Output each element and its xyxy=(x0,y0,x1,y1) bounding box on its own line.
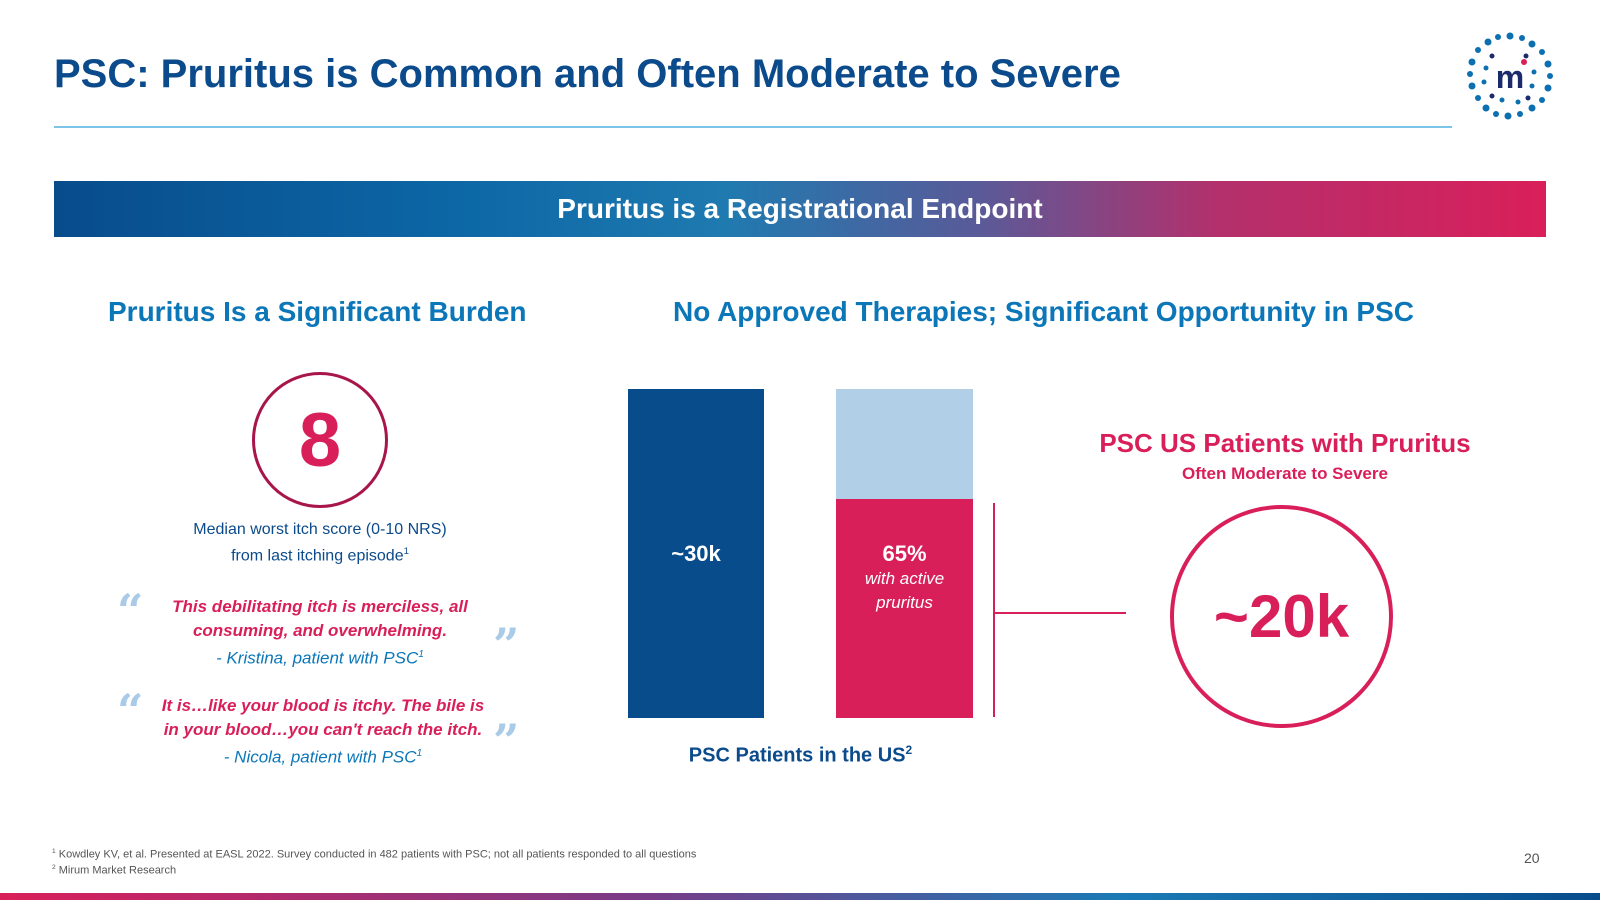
company-logo: m xyxy=(1462,28,1558,124)
bracket-line xyxy=(993,503,995,717)
caption-line-1: Median worst itch score (0-10 NRS) xyxy=(193,521,447,538)
itch-score-circle: 8 xyxy=(252,372,388,508)
page-title: PSC: Pruritus is Common and Often Modera… xyxy=(54,52,1121,96)
banner-text: Pruritus is a Registrational Endpoint xyxy=(557,193,1043,224)
itch-score-caption: Median worst itch score (0-10 NRS) from … xyxy=(170,519,470,567)
pruritus-segment: 65% with active pruritus xyxy=(836,499,973,718)
pruritus-sub-line-2: pruritus xyxy=(876,593,933,612)
left-double-quote-icon: “ xyxy=(117,684,144,738)
quote-kristina: This debilitating itch is merciless, all… xyxy=(150,595,490,671)
pruritus-percent-label: 65% xyxy=(882,541,927,566)
footnote-1: 1 Kowdley KV, et al. Presented at EASL 2… xyxy=(52,848,697,861)
opportunity-heading: No Approved Therapies; Significant Oppor… xyxy=(673,296,1415,327)
bottom-accent-bar xyxy=(0,893,1600,900)
total-patients-bar: ~30k xyxy=(628,389,764,718)
right-double-quote-icon: ” xyxy=(493,618,520,672)
quote-nicola: It is…like your blood is itchy. The bile… xyxy=(148,694,498,770)
burden-heading: Pruritus Is a Significant Burden xyxy=(108,296,527,327)
footnote-2: 2 Mirum Market Research xyxy=(52,864,177,877)
pruritus-patients-circle: ~20k xyxy=(1170,505,1393,728)
total-patients-label: ~30k xyxy=(671,541,721,566)
registrational-endpoint-banner: Pruritus is a Registrational Endpoint xyxy=(54,181,1546,237)
quote-line-1: This debilitating itch is merciless, all xyxy=(172,597,468,616)
left-double-quote-icon: “ xyxy=(117,584,144,638)
non-pruritus-segment xyxy=(836,389,973,499)
itch-score-value: 8 xyxy=(298,397,342,483)
quote-author: - Nicola, patient with PSC1 xyxy=(223,747,423,767)
connector-line xyxy=(995,612,1126,614)
title-divider xyxy=(54,126,1452,128)
page-number: 20 xyxy=(1524,850,1540,866)
right-double-quote-icon: ” xyxy=(493,714,520,768)
quote-line-2: in your blood…you can't reach the itch. xyxy=(163,720,483,739)
pruritus-patients-subtitle: Often Moderate to Severe xyxy=(1182,464,1388,483)
quote-line-2: consuming, and overwhelming. xyxy=(192,621,448,640)
quote-line-1: It is…like your blood is itchy. The bile… xyxy=(161,696,485,715)
bars-axis-label: PSC Patients in the US2 xyxy=(688,743,913,767)
pruritus-patients-value: ~20k xyxy=(1213,583,1350,650)
logo-dots-icon: m xyxy=(1467,32,1553,120)
pruritus-patients-title: PSC US Patients with Pruritus xyxy=(1099,428,1471,458)
pruritus-sub-line-1: with active xyxy=(864,569,945,588)
quote-author: - Kristina, patient with PSC1 xyxy=(216,648,424,668)
caption-line-2: from last itching episode1 xyxy=(231,546,409,565)
svg-text:m: m xyxy=(1496,59,1524,95)
